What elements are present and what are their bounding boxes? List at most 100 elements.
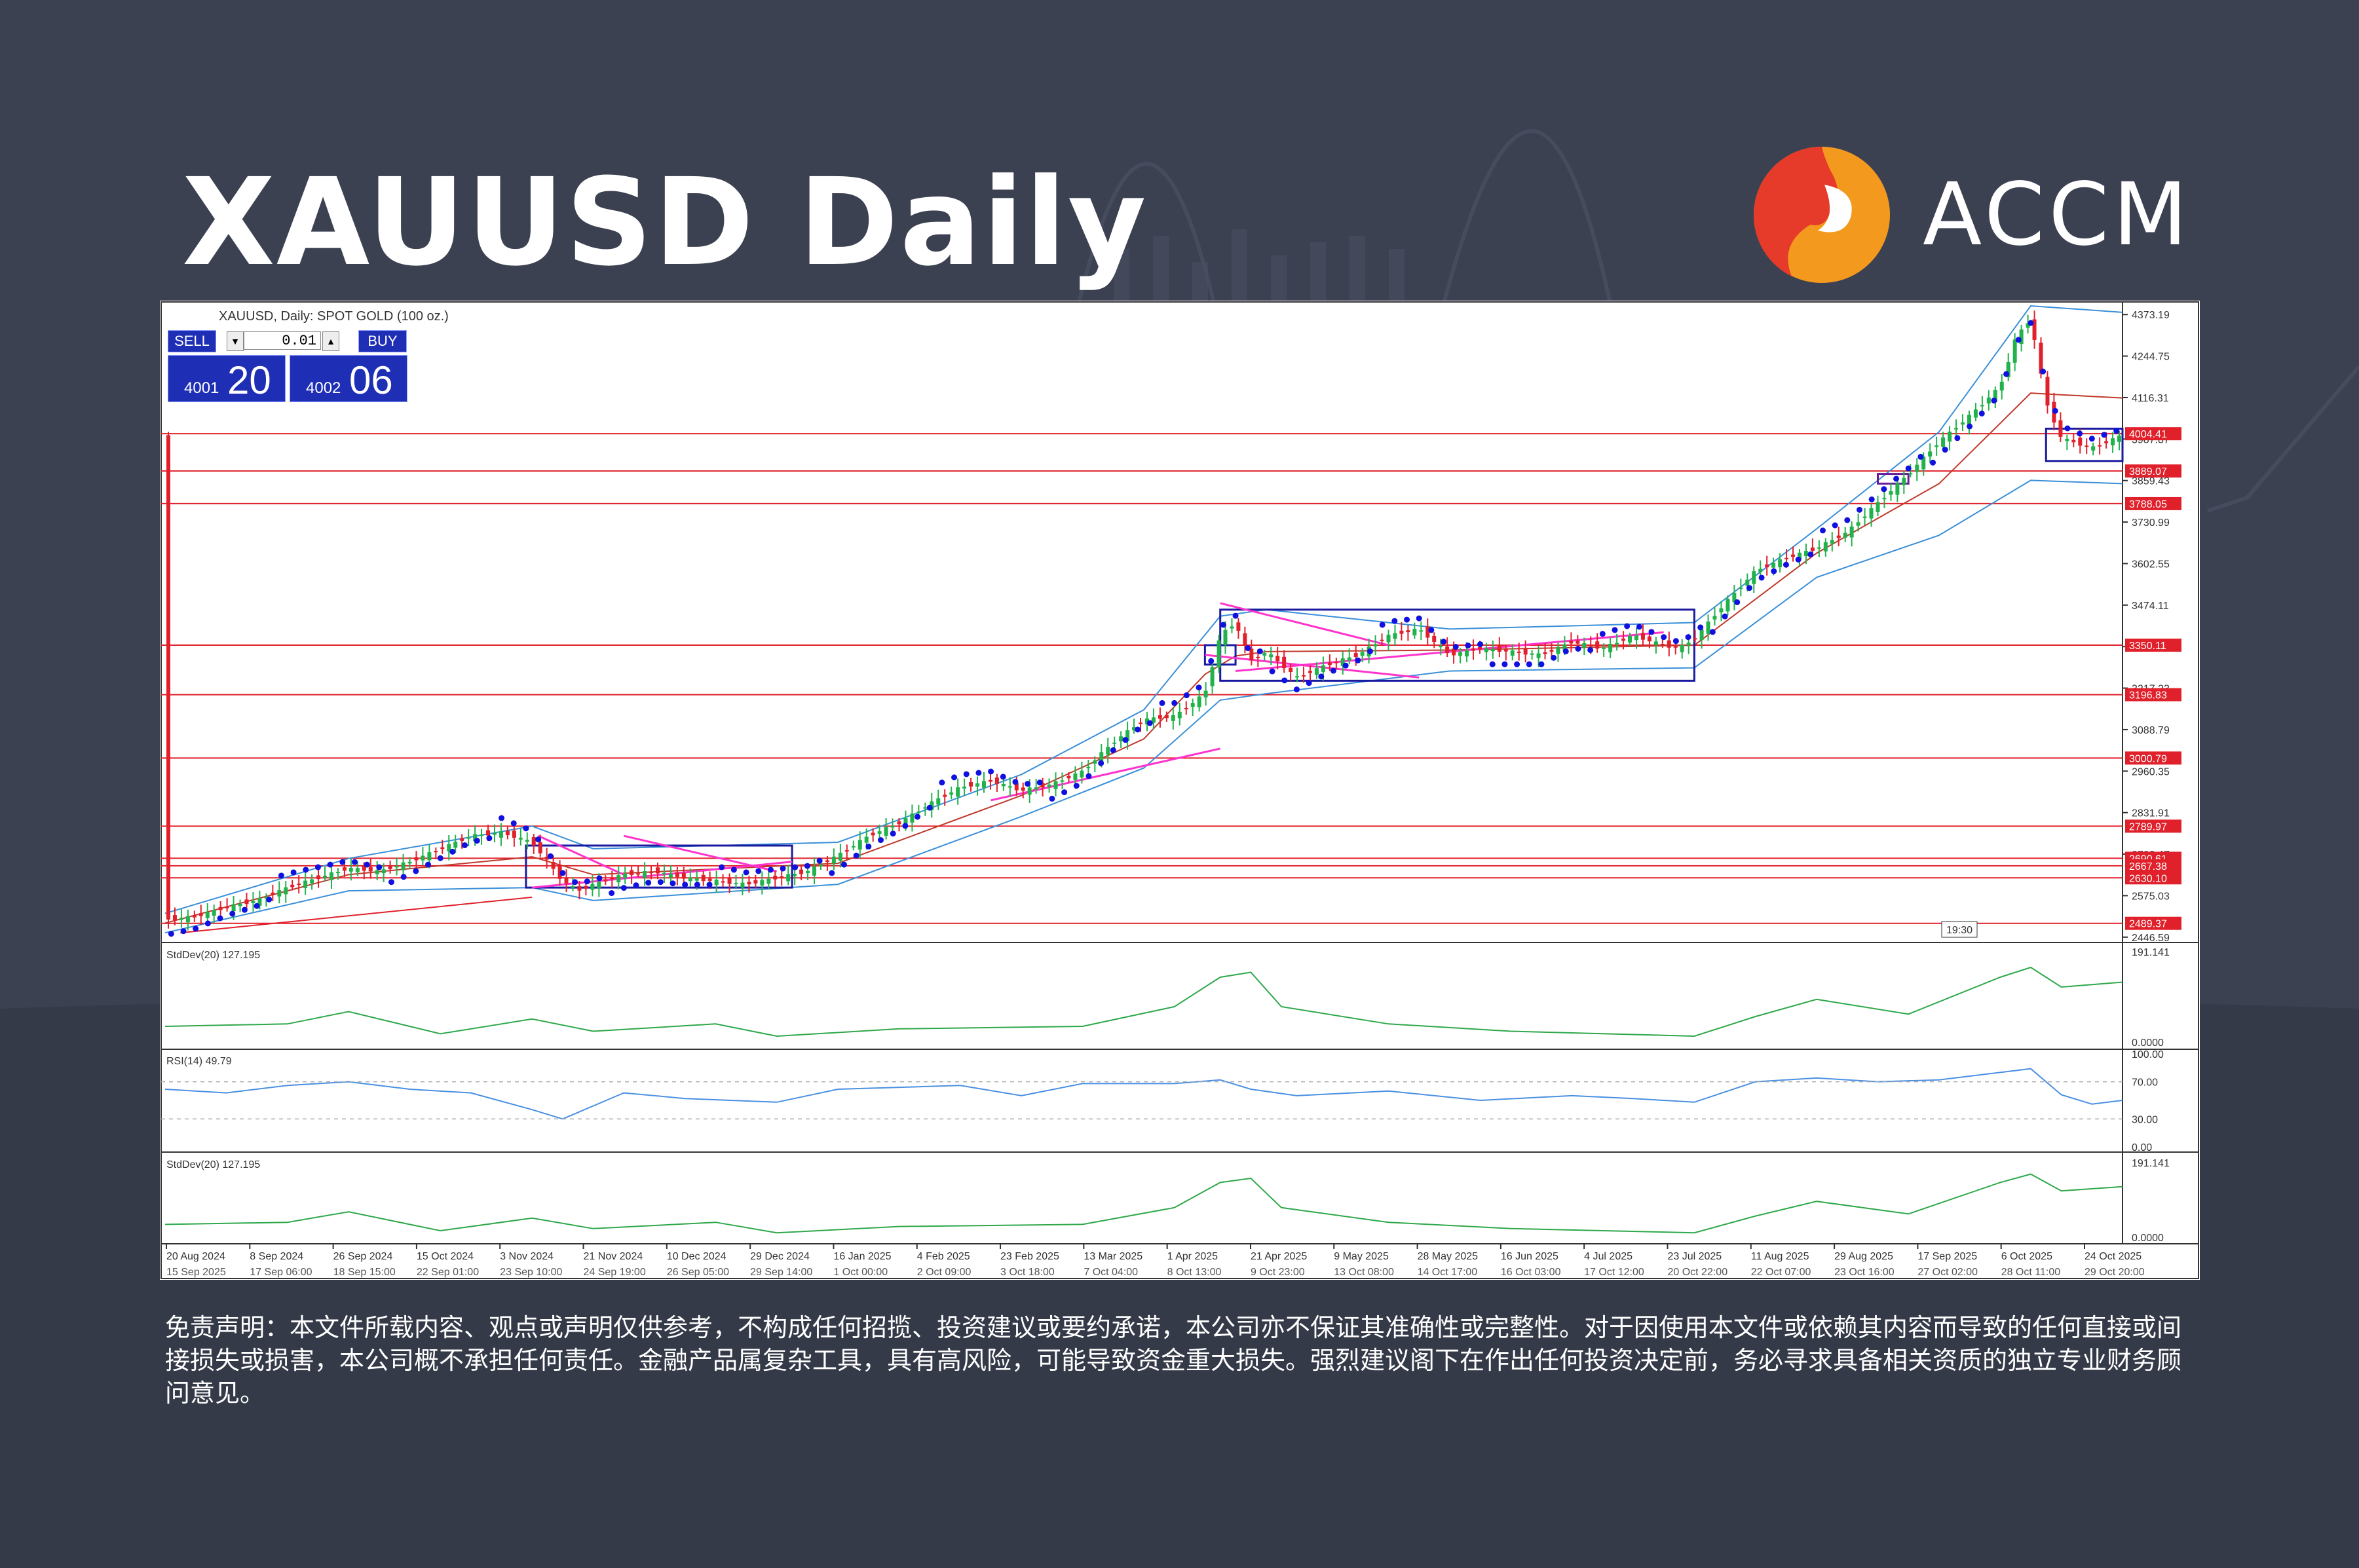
sar-dot [1783,561,1789,568]
lot-dropdown-icon[interactable]: ▼ [227,331,244,351]
sar-dot [1514,661,1520,667]
candle-body [2091,446,2096,451]
x-tick-label: 11 Aug 2025 [1751,1251,1809,1262]
sar-dot [620,885,627,891]
sar-dot [1452,644,1459,650]
lot-size-input[interactable]: 0.01 [244,331,321,350]
sar-dot [1661,634,1667,641]
sar-dot [792,864,799,870]
y-tick-label: 3730.99 [2132,517,2170,529]
candle-body [492,832,497,835]
level-tag [2125,916,2181,930]
candle-body [1001,783,1006,787]
sar-dot [229,910,236,917]
candle-body [1289,667,1293,673]
x-tick-label: 4 Jul 2025 [1584,1251,1632,1262]
candle-body [486,830,491,836]
candle-body [1523,648,1528,655]
sell-button[interactable]: SELL [168,330,216,352]
sar-dot [572,879,578,886]
candle-body [2006,362,2010,377]
candle-body [1197,696,1201,707]
candle-body [1895,483,1900,495]
candle-body [714,880,719,886]
x-tick-label-secondary: 22 Oct 07:00 [1751,1267,1811,1278]
sar-dot [1256,648,1263,654]
sar-dot [1220,622,1226,628]
level-label: 3000.79 [2129,753,2167,764]
candle-body [1628,636,1632,643]
candle-body [1380,639,1384,641]
sar-dot [1795,556,1802,563]
sar-dot [1587,646,1594,653]
candle-body [512,831,516,838]
buy-button[interactable]: BUY [358,330,407,352]
sar-dot [730,867,737,873]
one-click-trading-panel: SELL ▼ 0.01 ▲ BUY 4001 20 4002 06 [168,330,407,403]
sar-dot [266,896,273,903]
candle-body [590,884,595,890]
sar-dot [1000,774,1006,780]
candle-body [1530,653,1534,655]
buy-price-box[interactable]: 4002 06 [290,355,407,402]
candle-body [597,881,601,889]
level-tag [2125,464,2181,478]
candle-body [1699,629,1704,641]
candle-body [1732,592,1737,603]
candle-body [903,818,908,825]
price-chart: XAUUSD, Daily: SPOT GOLD (100 oz.) 4373.1… [160,301,2199,1279]
candle-body [401,862,406,870]
candle-body [1314,668,1319,675]
sar-dot [1073,783,1080,789]
sell-price-box[interactable]: 4001 20 [168,355,286,402]
sar-dot [217,915,223,922]
sar-dot [1526,661,1532,667]
candle-body [897,821,901,825]
candle-body [1810,547,1815,551]
x-tick-label-secondary: 2 Oct 09:00 [917,1267,972,1278]
candle-body [271,892,275,895]
sar-dot [2064,425,2071,432]
level-tag [2125,496,2181,510]
x-tick-label: 23 Jul 2025 [1667,1251,1722,1262]
candle-body [1425,626,1430,638]
sar-dot [2040,368,2047,375]
sar-dot [1856,506,1862,513]
x-tick-label-secondary: 13 Oct 08:00 [1334,1267,1394,1278]
x-tick-label: 9 May 2025 [1334,1251,1389,1262]
candle-body [2019,329,2024,345]
lot-increase-icon[interactable]: ▲ [322,331,339,351]
candle-body [480,834,484,836]
candle-body [1602,647,1606,649]
candle-body [851,846,856,848]
candle-body [257,898,262,906]
candle-body [2098,445,2102,447]
candle-body [564,877,569,884]
sar-dot [1978,410,1985,417]
candle-body [1230,626,1234,629]
x-tick-label: 10 Dec 2024 [667,1251,727,1262]
rsi-tick-label: 0.00 [2132,1142,2152,1153]
sar-dot [743,869,749,876]
candle-body [943,794,947,797]
level-label: 3788.05 [2129,499,2167,510]
sar-dot [1025,781,1031,787]
sar-dot [719,864,725,870]
range-box [525,844,793,889]
level-label: 2789.97 [2129,821,2167,832]
sar-dot [1330,667,1336,674]
candle-body [1217,640,1221,668]
candle-body [1960,422,1965,425]
candle-body [1177,711,1182,719]
candle-body [1549,650,1554,652]
sar-dot [1232,612,1239,619]
candle-body [1803,551,1808,556]
candle-body [1393,633,1397,639]
x-tick-label-secondary: 23 Oct 16:00 [1834,1267,1895,1278]
candle-body [1210,667,1215,686]
candle-body [244,899,249,905]
sar-dot [462,842,468,848]
candle-body [1008,786,1012,788]
candle-body [838,852,842,861]
candle-body [1308,671,1312,673]
